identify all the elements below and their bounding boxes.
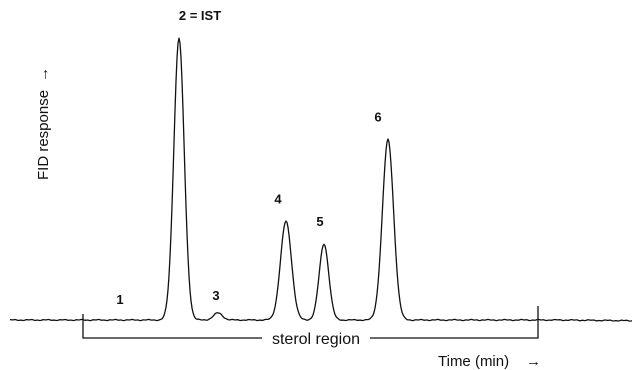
x-axis-label: Time (min) <box>438 353 509 370</box>
peak-labels: 1 2 = IST 3 4 5 6 <box>116 8 381 307</box>
peak-label-2: 2 = IST <box>179 8 221 23</box>
peak-label-1: 1 <box>116 292 123 307</box>
x-axis-arrow: → <box>526 353 541 370</box>
sterol-region-bracket <box>82 306 539 339</box>
y-axis-arrow: → <box>35 67 52 82</box>
peak-label-6: 6 <box>374 110 381 125</box>
chromatogram-trace <box>9 37 633 322</box>
peak-label-4: 4 <box>274 191 282 206</box>
sterol-region-label: sterol region <box>272 331 360 348</box>
peak-label-5: 5 <box>316 214 323 229</box>
y-axis-label: FID response <box>35 90 52 180</box>
peak-label-3: 3 <box>212 288 219 303</box>
y-axis-label-group: FID response → <box>35 67 52 180</box>
